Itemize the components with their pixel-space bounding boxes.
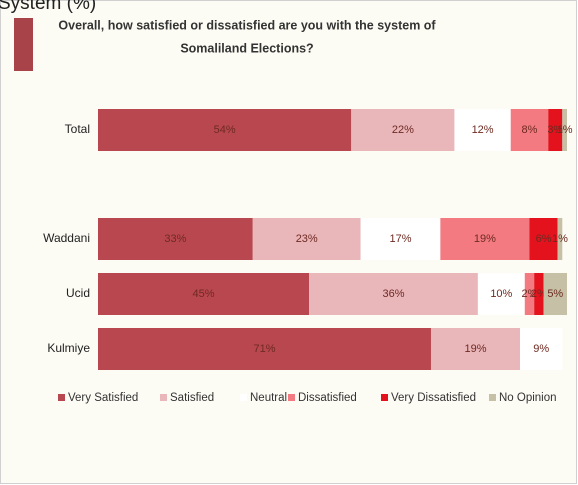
legend-label: Neutral	[250, 392, 287, 404]
value-label: 10%	[490, 288, 512, 300]
legend-label: No Opinion	[499, 392, 557, 404]
bar-segment	[520, 328, 563, 370]
value-label: 2%	[531, 288, 547, 300]
bar-segment	[360, 218, 441, 260]
value-label: 9%	[533, 343, 549, 355]
accent-bar	[14, 18, 33, 71]
value-label: 33%	[164, 233, 186, 245]
category-label: Ucid	[66, 286, 90, 300]
value-label: 23%	[296, 233, 318, 245]
value-label: 17%	[389, 233, 411, 245]
legend-label: Very Dissatisfied	[391, 392, 476, 404]
value-label: 6%	[536, 233, 552, 245]
chart-title: Somaliland Elections?	[180, 41, 313, 55]
bar-segment	[529, 218, 558, 260]
bar-segment	[557, 218, 563, 260]
legend-label: Satisfied	[170, 392, 214, 404]
bar-segment	[454, 109, 511, 151]
legend-marker	[381, 394, 388, 401]
legend-marker	[58, 394, 65, 401]
legend-marker	[288, 394, 295, 401]
bar-segment	[524, 273, 535, 315]
bar-segment	[351, 109, 455, 151]
value-label: 19%	[474, 233, 496, 245]
bar-segment	[252, 218, 361, 260]
value-label: 2%	[522, 288, 538, 300]
bar-segment	[98, 109, 352, 151]
bar-segment	[510, 109, 549, 151]
category-label: Waddani	[43, 231, 90, 245]
chart-subtitle: System (%)	[0, 0, 96, 14]
value-label: 71%	[253, 343, 275, 355]
value-label: 8%	[522, 124, 538, 136]
bar-segment	[98, 273, 310, 315]
value-label: 22%	[392, 124, 414, 136]
value-label: 3%	[547, 124, 563, 136]
bar-segment	[534, 273, 544, 315]
bar-segment	[309, 273, 478, 315]
category-label: Total	[65, 122, 90, 136]
value-label: 5%	[547, 288, 563, 300]
bar-segment	[477, 273, 525, 315]
legend-label: Very Satisfied	[68, 392, 138, 404]
value-label: 54%	[214, 124, 236, 136]
value-label: 1%	[557, 124, 573, 136]
legend-label: Dissatisfied	[298, 392, 357, 404]
value-label: 12%	[472, 124, 494, 136]
value-label: 19%	[465, 343, 487, 355]
chart-title: Overall, how satisfied or dissatisfied a…	[58, 18, 436, 32]
value-label: 45%	[193, 288, 215, 300]
category-label: Kulmiye	[47, 341, 90, 355]
bar-segment	[548, 109, 563, 151]
bar-segment	[440, 218, 530, 260]
value-label: 1%	[552, 233, 568, 245]
legend-marker	[240, 394, 247, 401]
bar-segment	[98, 218, 253, 260]
legend-marker	[489, 394, 496, 401]
bar-segment	[562, 109, 567, 151]
legend-marker	[160, 394, 167, 401]
bar-segment	[430, 328, 521, 370]
bar-segment	[543, 273, 567, 315]
bar-segment	[98, 328, 431, 370]
value-label: 36%	[382, 288, 404, 300]
